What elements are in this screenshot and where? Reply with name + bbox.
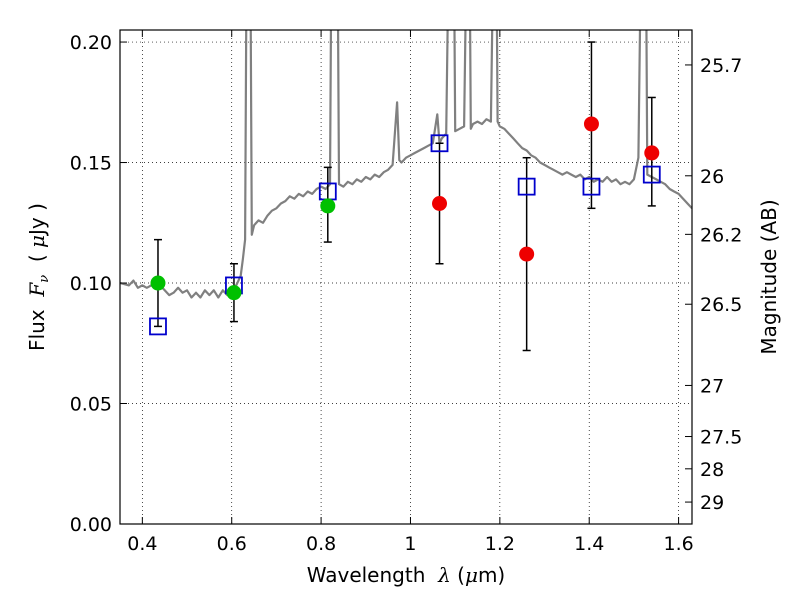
right-tick-label: 26.5 bbox=[700, 294, 742, 316]
data-point-marker bbox=[432, 196, 448, 212]
right-axis-label: Magnitude (AB) bbox=[757, 199, 781, 354]
data-point-marker bbox=[226, 285, 242, 301]
model-square-marker bbox=[642, 165, 661, 184]
y-tick-label: 0.10 bbox=[70, 273, 112, 295]
plot-frame bbox=[119, 29, 693, 525]
y-axis-label: Flux Fν ( μJy ) bbox=[25, 203, 52, 351]
x-tick-label: 1.2 bbox=[485, 533, 515, 555]
x-tick-label: 0.6 bbox=[217, 533, 247, 555]
right-tick-label: 26 bbox=[700, 166, 724, 188]
y-tick-label: 0.05 bbox=[70, 394, 112, 416]
x-tick-label: 1.6 bbox=[663, 533, 693, 555]
right-tick-label: 29 bbox=[700, 492, 724, 514]
x-axis-label: Wavelength λ (μm) bbox=[307, 563, 506, 587]
model-square-marker bbox=[582, 177, 601, 196]
data-point-marker bbox=[519, 246, 535, 262]
y-tick-label: 0.20 bbox=[70, 32, 112, 54]
data-point-marker bbox=[644, 145, 660, 161]
x-tick-label: 0.4 bbox=[127, 533, 157, 555]
model-square-marker bbox=[517, 177, 536, 196]
axis-ticks: 0.4 0.6 0.8 1 1.2 1.4 1.6 0.00 0.05 0.10 0.15 0.20 2… bbox=[70, 30, 742, 555]
x-tick-label: 1.4 bbox=[574, 533, 604, 555]
model-square-marker bbox=[149, 317, 167, 336]
x-tick-label: 1 bbox=[404, 533, 416, 555]
x-tick-label: 0.8 bbox=[306, 533, 336, 555]
right-tick-label: 25.7 bbox=[700, 55, 742, 77]
y-tick-label: 0.15 bbox=[70, 153, 112, 175]
model-square-marker bbox=[430, 134, 449, 153]
grid-lines bbox=[120, 30, 692, 525]
data-point-marker bbox=[150, 275, 166, 291]
plot-area bbox=[120, 30, 692, 352]
spectrum-line bbox=[120, 30, 692, 299]
data-point-marker bbox=[583, 116, 599, 132]
y-tick-label: 0.00 bbox=[70, 514, 112, 536]
right-tick-label: 27 bbox=[700, 375, 724, 397]
right-tick-label: 27.5 bbox=[700, 427, 742, 449]
right-tick-label: 28 bbox=[700, 459, 724, 481]
right-tick-label: 26.2 bbox=[700, 224, 742, 246]
data-point-marker bbox=[320, 198, 336, 214]
